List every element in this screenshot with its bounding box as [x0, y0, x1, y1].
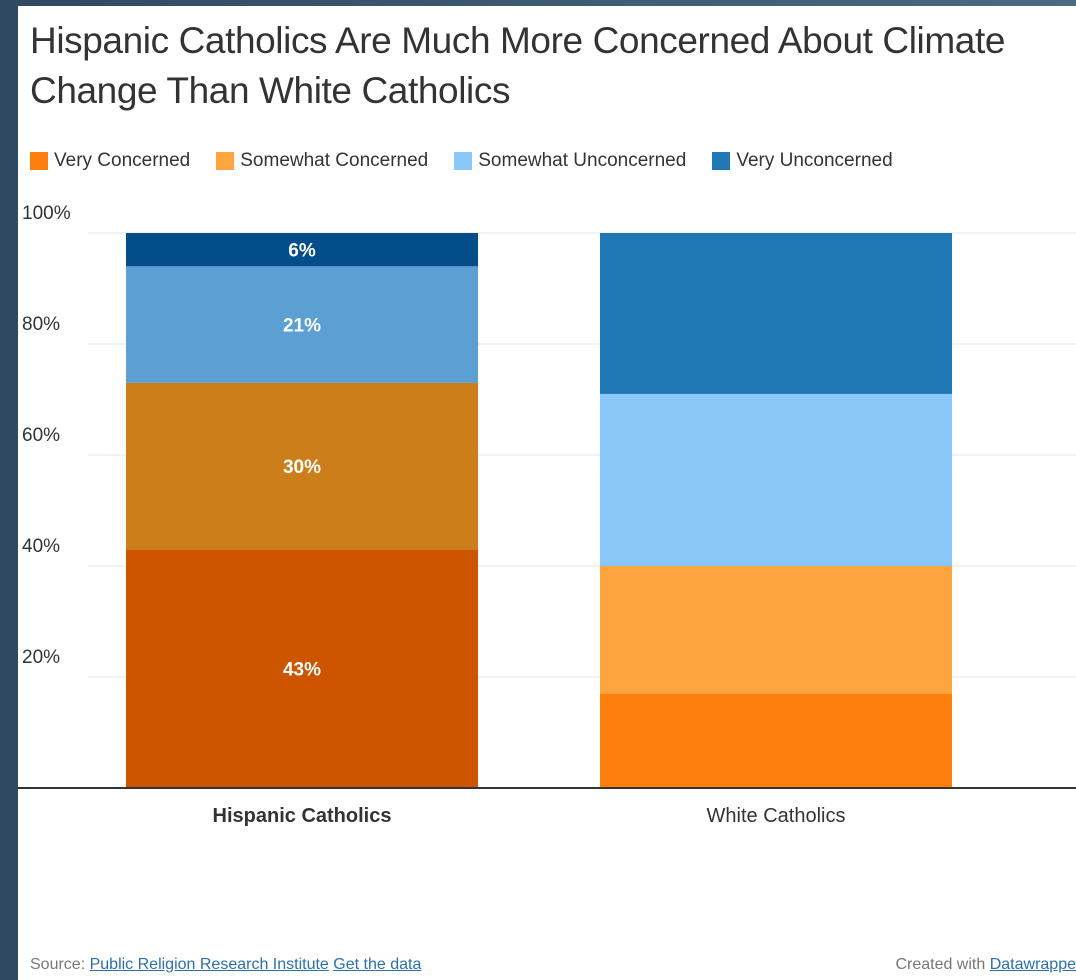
bar-segment [600, 233, 952, 394]
source-link[interactable]: Public Religion Research Institute [89, 956, 329, 973]
legend-swatch [454, 152, 473, 170]
credit-line: Created with Datawrappe [895, 956, 1076, 974]
y-tick-label: 20% [22, 647, 60, 668]
legend-swatch [30, 152, 48, 170]
data-label: 6% [288, 241, 316, 262]
bar-segment [126, 233, 478, 267]
legend-item-somewhat-concerned: Somewhat Concerned [216, 150, 428, 172]
y-tick-label: 60% [22, 425, 60, 446]
chart-card: Hispanic Catholics Are Much More Concern… [18, 6, 1076, 980]
y-tick-label: 40% [22, 536, 60, 557]
legend-item-somewhat-unconcerned: Somewhat Unconcerned [454, 150, 686, 172]
legend-item-very-unconcerned: Very Unconcerned [712, 150, 893, 172]
x-category-label: Hispanic Catholics [213, 805, 392, 827]
created-with-text: Created with [895, 956, 986, 973]
data-label: 30% [283, 457, 321, 478]
bar-segment [126, 266, 478, 383]
legend-label: Somewhat Concerned [240, 150, 429, 171]
x-category-label: White Catholics [707, 805, 846, 827]
legend-swatch [216, 152, 235, 170]
legend-item-very-concerned: Very Concerned [30, 150, 190, 172]
bar-segment [600, 393, 952, 566]
data-label: 21% [283, 316, 321, 337]
source-prefix: Source: [30, 956, 86, 973]
get-data-link[interactable]: Get the data [333, 956, 422, 973]
y-tick-label: 100% [22, 203, 71, 224]
bar-segment [126, 549, 478, 788]
chart-footer: Source: Public Religion Research Institu… [18, 956, 1076, 980]
chart-title: Hispanic Catholics Are Much More Concern… [30, 20, 1006, 111]
legend-label: Somewhat Unconcerned [478, 150, 687, 171]
bar-segment [126, 382, 478, 550]
chart-legend: Very Concerned Somewhat Concerned Somewh… [30, 146, 893, 176]
source-line: Source: Public Religion Research Institu… [30, 956, 421, 974]
y-tick-label: 80% [22, 314, 60, 335]
bar-segment [600, 566, 952, 694]
legend-swatch [712, 152, 731, 170]
bar-segment [600, 693, 952, 788]
data-label: 43% [283, 660, 321, 681]
legend-label: Very Concerned [54, 150, 191, 171]
datawrapper-link[interactable]: Datawrappe [989, 956, 1076, 973]
stacked-bar-chart: 20% 40% 60% 80% 100% 43% 30% 21% 6% Hispanic Cath… [18, 203, 1076, 827]
legend-label: Very Unconcerned [736, 150, 893, 171]
